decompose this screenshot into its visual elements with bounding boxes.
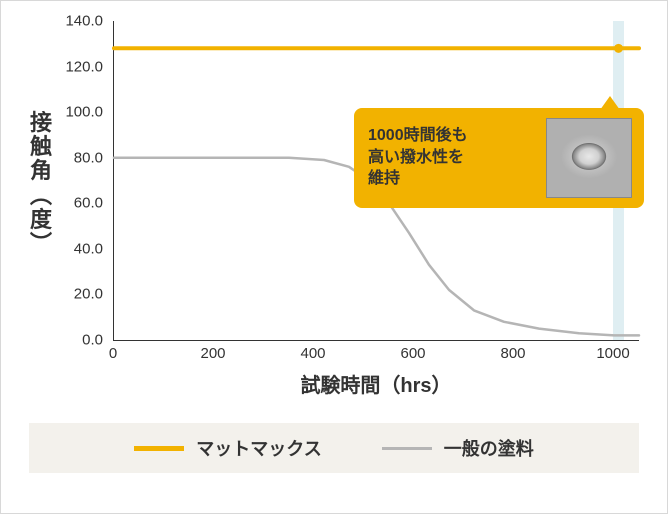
x-axis-ticks: 02004006008001000	[113, 345, 639, 369]
x-tick-label: 200	[200, 345, 225, 362]
callout-image	[546, 118, 632, 198]
legend-item: マットマックス	[134, 435, 321, 461]
legend-swatch	[382, 447, 432, 450]
legend-item: 一般の塗料	[382, 435, 534, 461]
callout-line: 高い撥水性を	[368, 147, 536, 169]
legend-label: マットマックス	[196, 435, 321, 461]
y-tick-label: 40.0	[74, 240, 103, 257]
y-tick-label: 80.0	[74, 149, 103, 166]
y-axis-title-char: 触	[29, 135, 53, 159]
y-axis-title-char: ︵	[29, 184, 53, 208]
x-axis-title: 試験時間（hrs）	[113, 369, 639, 398]
y-axis-title-char: 度	[29, 208, 53, 232]
legend-label: 一般の塗料	[444, 435, 534, 461]
y-axis-title-char: 角	[29, 159, 53, 183]
y-tick-label: 20.0	[74, 286, 103, 303]
callout-line: 維持	[368, 168, 536, 190]
x-tick-label: 0	[109, 345, 117, 362]
callout-box: 1000時間後も高い撥水性を維持	[354, 108, 644, 208]
y-tick-label: 100.0	[65, 104, 103, 121]
y-tick-label: 120.0	[65, 58, 103, 75]
legend: マットマックス 一般の塗料	[29, 423, 639, 473]
y-axis-title-char: ︶	[29, 232, 53, 256]
y-axis-title: 接触角︵度︶	[29, 111, 53, 256]
callout-text: 1000時間後も高い撥水性を維持	[368, 125, 536, 190]
series-end-marker	[614, 44, 623, 53]
chart-card: 接触角︵度︶ 0.0 20.0 40.0 60.0 80.0 100.0 120.0 140.…	[0, 0, 668, 514]
x-tick-label: 400	[300, 345, 325, 362]
y-tick-label: 0.0	[82, 332, 103, 349]
x-tick-label: 800	[500, 345, 525, 362]
y-tick-label: 60.0	[74, 195, 103, 212]
plot-region: 1000時間後も高い撥水性を維持	[113, 21, 639, 341]
legend-swatch	[134, 446, 184, 451]
y-axis-title-char: 接	[29, 111, 53, 135]
chart-area: 接触角︵度︶ 0.020.040.060.080.0100.0120.0140.…	[29, 21, 639, 401]
y-tick-label: 140.0	[65, 13, 103, 30]
x-tick-label: 1000	[596, 345, 629, 362]
callout-line: 1000時間後も	[368, 125, 536, 147]
x-tick-label: 600	[400, 345, 425, 362]
y-axis-ticks: 0.020.040.060.080.0100.0120.0140.0	[59, 21, 109, 341]
